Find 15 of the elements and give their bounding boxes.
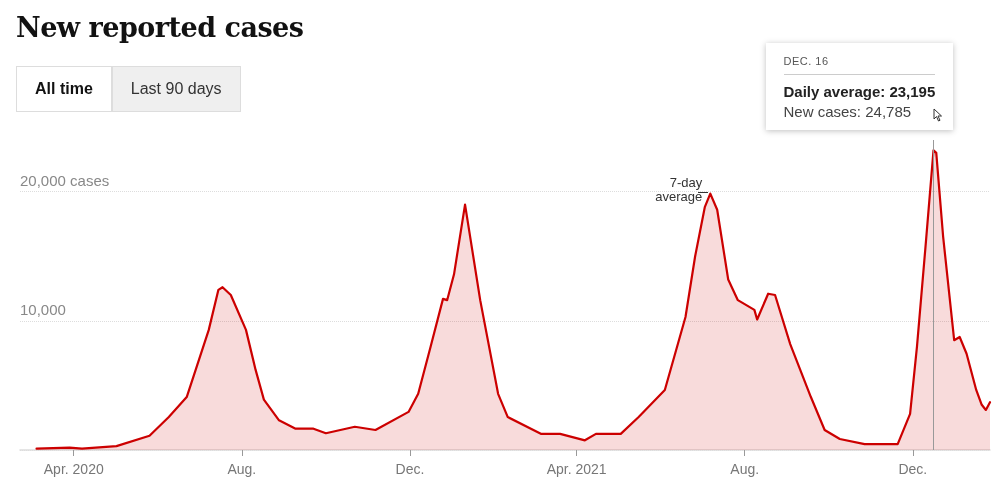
annotation: 7-day average — [655, 174, 703, 204]
x-tick-label: Aug. — [227, 461, 257, 477]
text: New cases: 24,785 — [783, 103, 913, 120]
y-tick-label: 20,000 cases — [20, 171, 110, 189]
x-tick-label: Dec. — [395, 461, 425, 477]
text: DEC. 16 — [783, 55, 936, 75]
tab-button: Last 90 days — [111, 66, 241, 112]
x-tick-label: Apr. 2021 — [546, 461, 607, 477]
y-tick-label: 10,000 — [20, 300, 66, 318]
text: Daily average: 23,195 — [783, 83, 936, 100]
tab-button: All time — [16, 66, 112, 112]
x-tick-label: Aug. — [730, 461, 760, 477]
x-tick-label: Dec. — [898, 461, 928, 477]
chart-title: New reported cases — [16, 12, 304, 43]
x-tick-label: Apr. 2020 — [43, 461, 104, 477]
